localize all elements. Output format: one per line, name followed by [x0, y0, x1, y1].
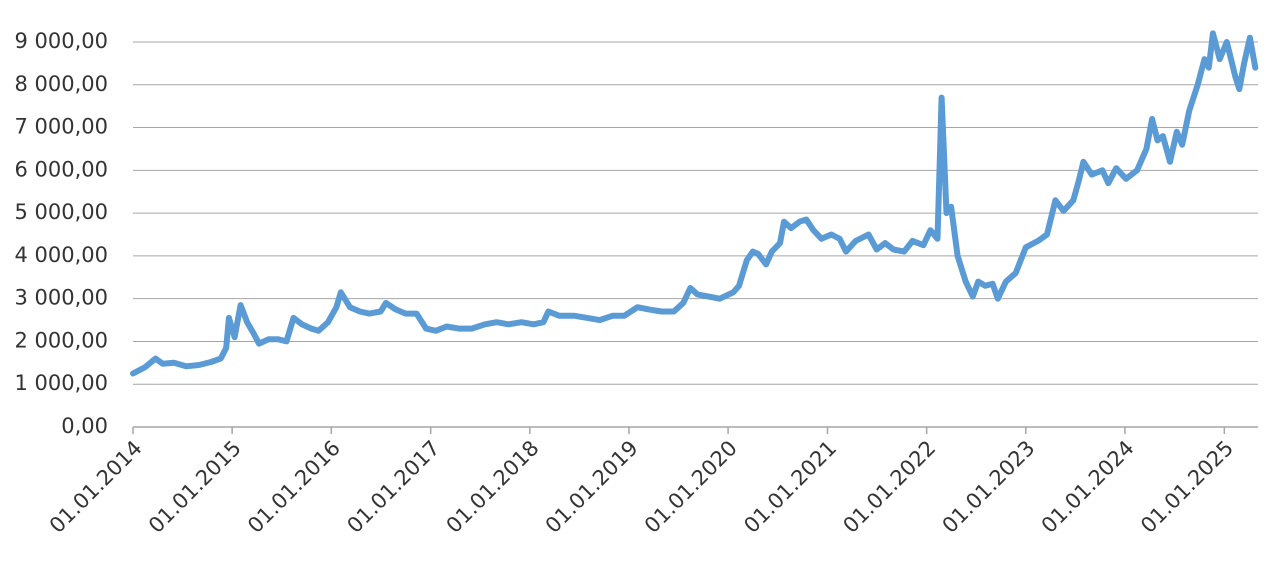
x-tick-label: 01.01.2014 — [45, 436, 147, 538]
y-tick-label: 0,00 — [61, 414, 108, 438]
x-tick-label: 01.01.2025 — [1136, 436, 1238, 538]
y-tick-label: 4 000,00 — [14, 243, 108, 267]
x-tick-label: 01.01.2016 — [243, 436, 345, 538]
y-tick-label: 1 000,00 — [14, 371, 108, 395]
y-tick-label: 5 000,00 — [14, 200, 108, 224]
y-tick-label: 9 000,00 — [14, 29, 108, 53]
x-tick-label: 01.01.2023 — [938, 436, 1040, 538]
y-tick-label: 2 000,00 — [14, 328, 108, 352]
x-tick-label: 01.01.2020 — [640, 436, 742, 538]
x-tick-label: 01.01.2019 — [541, 436, 643, 538]
x-tick-label: 01.01.2022 — [838, 436, 940, 538]
x-tick-label: 01.01.2015 — [144, 436, 246, 538]
x-tick-label: 01.01.2024 — [1037, 436, 1139, 538]
y-tick-label: 7 000,00 — [14, 115, 108, 139]
y-tick-label: 6 000,00 — [14, 157, 108, 181]
price-line — [130, 30, 1259, 377]
y-tick-label: 8 000,00 — [14, 72, 108, 96]
x-tick-label: 01.01.2018 — [442, 436, 544, 538]
x-tick-label: 01.01.2017 — [342, 436, 444, 538]
y-tick-label: 3 000,00 — [14, 286, 108, 310]
x-tick-label: 01.01.2021 — [739, 436, 841, 538]
